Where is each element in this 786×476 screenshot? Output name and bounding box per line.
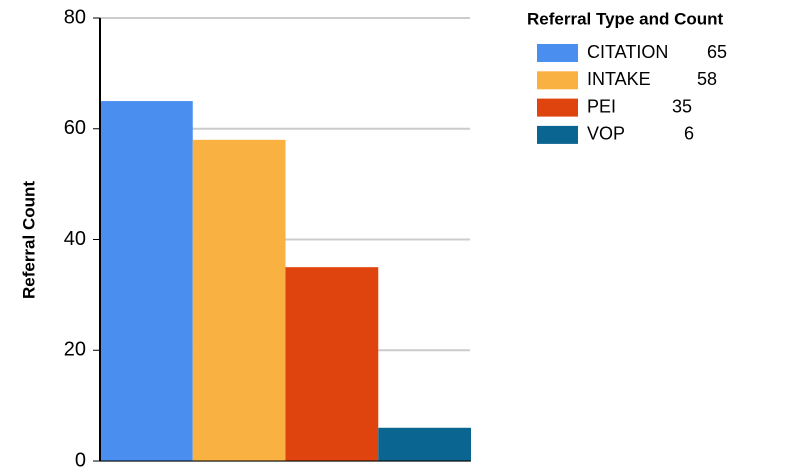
legend-count: 6 — [684, 124, 694, 144]
y-tick-label: 40 — [64, 228, 86, 250]
bar — [192, 139, 286, 461]
legend-swatch — [537, 98, 578, 117]
bar — [100, 101, 193, 461]
y-axis-label: Referral Count — [19, 181, 38, 299]
legend-count: 35 — [672, 96, 692, 116]
y-tick-label: 20 — [64, 339, 86, 361]
legend-swatch — [537, 44, 578, 62]
y-tick-label: 80 — [64, 6, 86, 28]
legend-count: 58 — [697, 69, 717, 89]
y-tick-label: 60 — [64, 117, 86, 139]
legend-label: INTAKE — [587, 69, 651, 89]
y-tick-label: 0 — [75, 449, 86, 471]
legend-swatch — [537, 125, 578, 144]
legend-label: CITATION — [587, 42, 668, 62]
legend-title: Referral Type and Count — [527, 9, 723, 28]
bar — [285, 267, 379, 461]
legend-swatch — [537, 71, 578, 90]
legend-count: 65 — [707, 42, 727, 62]
legend-label: VOP — [587, 124, 625, 144]
bar — [378, 427, 471, 461]
legend-label: PEI — [587, 96, 616, 116]
